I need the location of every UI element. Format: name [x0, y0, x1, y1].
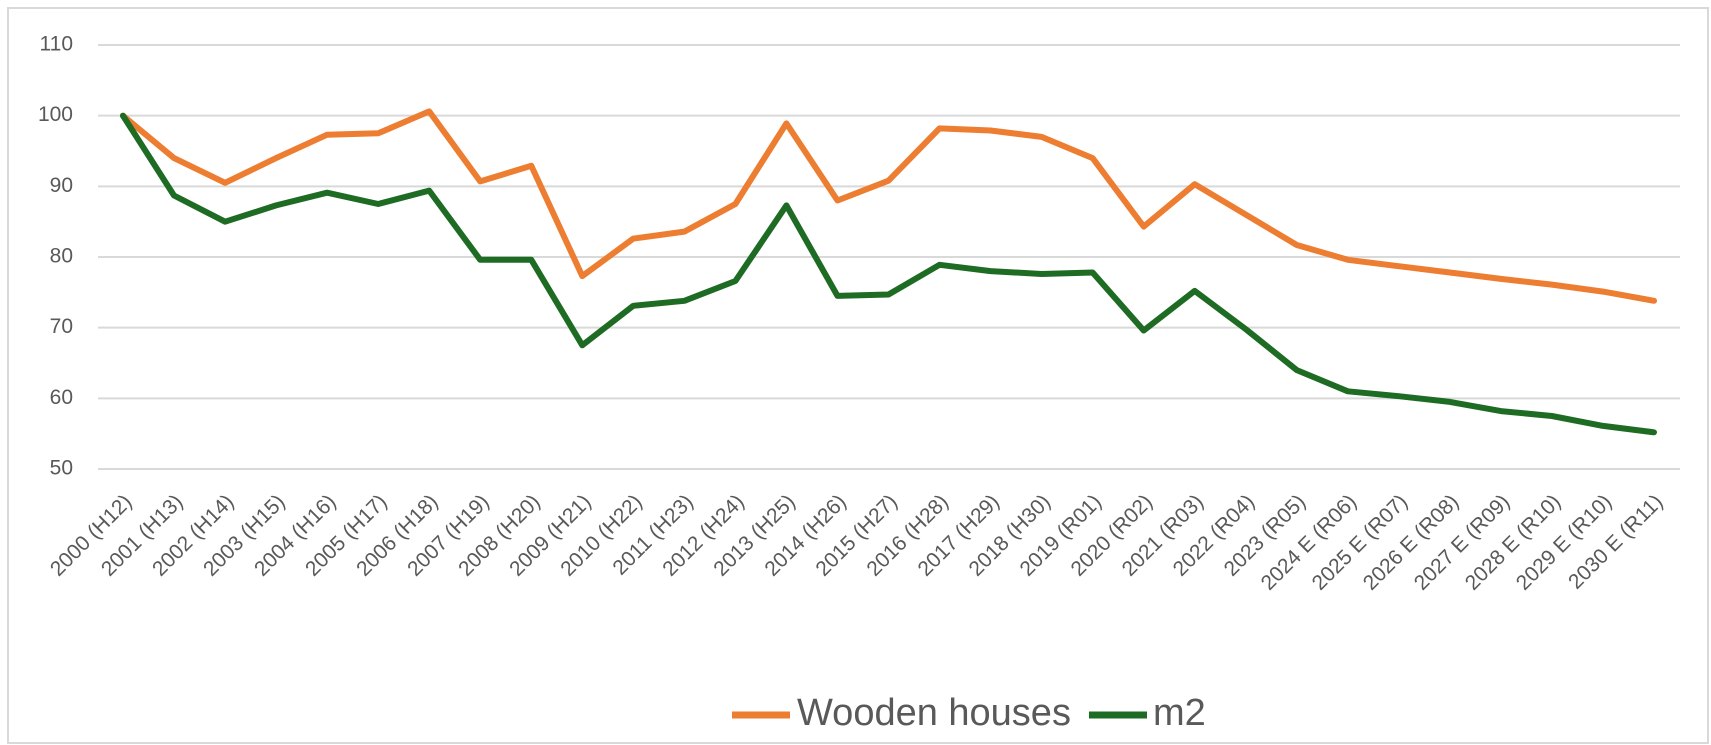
y-tick-label: 60	[50, 386, 73, 409]
y-tick-label: 50	[50, 457, 73, 480]
legend-label: m2	[1153, 692, 1206, 734]
chart-border	[7, 7, 1709, 744]
legend-label: Wooden houses	[797, 692, 1071, 734]
line-series	[120, 112, 1657, 436]
y-tick-label: 70	[50, 315, 73, 338]
y-tick-label: 80	[50, 245, 73, 268]
y-tick-label: 110	[40, 33, 73, 56]
y-tick-label: 90	[50, 174, 73, 197]
line-series	[120, 108, 1657, 304]
y-tick-label: 100	[38, 103, 73, 126]
